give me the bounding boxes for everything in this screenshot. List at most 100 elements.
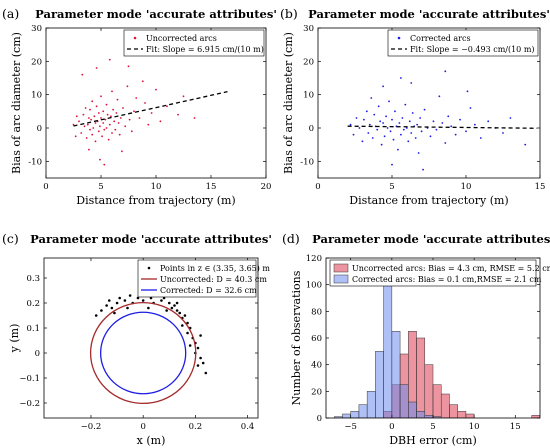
data-point (89, 108, 91, 111)
data-point (447, 115, 450, 118)
data-point (130, 130, 133, 133)
data-point (204, 371, 208, 375)
data-point (141, 299, 145, 302)
y-axis-label: Bias of arc diameter (cm) (282, 32, 295, 174)
data-point (524, 143, 527, 146)
x-tick-label: 5 (98, 182, 103, 192)
data-point (487, 120, 490, 123)
data-point (377, 105, 380, 108)
data-point (121, 150, 123, 153)
data-point (72, 123, 75, 126)
data-point (136, 296, 140, 300)
x-tick-label: 10 (151, 182, 162, 192)
data-point (94, 314, 98, 317)
histogram-bar (358, 404, 368, 418)
data-point (93, 115, 96, 118)
data-point (78, 120, 80, 123)
plot-area (333, 284, 540, 418)
data-point (113, 120, 116, 123)
x-tick-label: 15 (206, 182, 217, 192)
data-point (201, 361, 205, 365)
x-tick-label: −5 (344, 422, 357, 432)
x-tick-label: 0 (315, 182, 320, 192)
data-point (175, 301, 179, 305)
data-point (423, 108, 426, 111)
data-point (383, 135, 386, 138)
data-point (90, 118, 92, 121)
data-point (438, 95, 441, 98)
histogram-bar (391, 331, 401, 418)
legend-marker (397, 36, 401, 40)
data-point (123, 299, 127, 302)
data-point (128, 118, 131, 121)
data-point (365, 110, 368, 113)
data-point (111, 90, 113, 93)
data-point (183, 314, 187, 317)
data-point (398, 122, 401, 124)
data-point (408, 120, 411, 123)
data-point (102, 110, 105, 113)
data-point (196, 364, 200, 367)
data-point (385, 115, 387, 118)
y-axis-label: y (m) (8, 324, 21, 354)
data-point (349, 123, 352, 126)
x-tick-label: 20 (261, 182, 272, 192)
data-point (105, 304, 108, 307)
panel-letter: (a) (2, 6, 19, 21)
data-point (83, 125, 86, 128)
y-tick-label: 60 (311, 334, 322, 344)
data-point (402, 128, 405, 131)
histogram-bar (383, 284, 393, 418)
data-point (162, 296, 166, 300)
legend-entry: Fit: Slope = −0.493 cm/(10 m) (410, 45, 535, 54)
y-tick-label: 0.2 (26, 299, 40, 309)
data-point (135, 97, 138, 99)
data-point (441, 122, 444, 124)
data-point (419, 117, 422, 119)
data-point (105, 103, 108, 106)
legend-box (137, 259, 257, 298)
data-point (391, 118, 393, 121)
data-point (74, 135, 77, 138)
y-tick-label: 80 (311, 307, 322, 317)
histogram-bar (424, 364, 434, 418)
data-point (108, 123, 111, 126)
histogram-bar (375, 351, 384, 418)
data-point (454, 133, 457, 136)
y-tick-label: 100 (306, 281, 322, 291)
panel-d: (d) Parameter mode 'accurate attributes' −… (282, 231, 550, 447)
data-point (86, 123, 89, 126)
data-point (115, 301, 119, 305)
x-tick-label: −0.2 (81, 422, 102, 432)
data-point (397, 148, 399, 151)
data-point (100, 95, 102, 98)
data-point (367, 132, 370, 134)
data-point (479, 137, 482, 139)
legend-entry: Corrected arcs: Bias = 0.1 cm,RMSE = 2.1… (352, 275, 542, 284)
data-point (84, 107, 87, 109)
data-point (144, 102, 146, 104)
data-point (82, 113, 85, 116)
data-point (193, 117, 196, 119)
data-point (101, 135, 103, 138)
data-point (106, 113, 109, 116)
data-point (126, 306, 129, 310)
data-point (118, 133, 121, 136)
plot-frame (317, 27, 541, 179)
data-point (352, 133, 355, 136)
x-tick-label: 0 (140, 422, 145, 432)
data-point (173, 304, 176, 307)
data-point (432, 120, 435, 123)
data-point (150, 112, 153, 114)
y-tick-label: 20 (311, 387, 322, 397)
data-point (170, 306, 174, 310)
data-point (175, 309, 179, 312)
y-tick-label: −0.1 (19, 374, 40, 384)
data-point (95, 67, 98, 69)
data-point (124, 125, 127, 128)
data-point (373, 113, 376, 116)
data-point (119, 117, 122, 119)
data-point (379, 120, 382, 123)
data-point (95, 105, 98, 108)
